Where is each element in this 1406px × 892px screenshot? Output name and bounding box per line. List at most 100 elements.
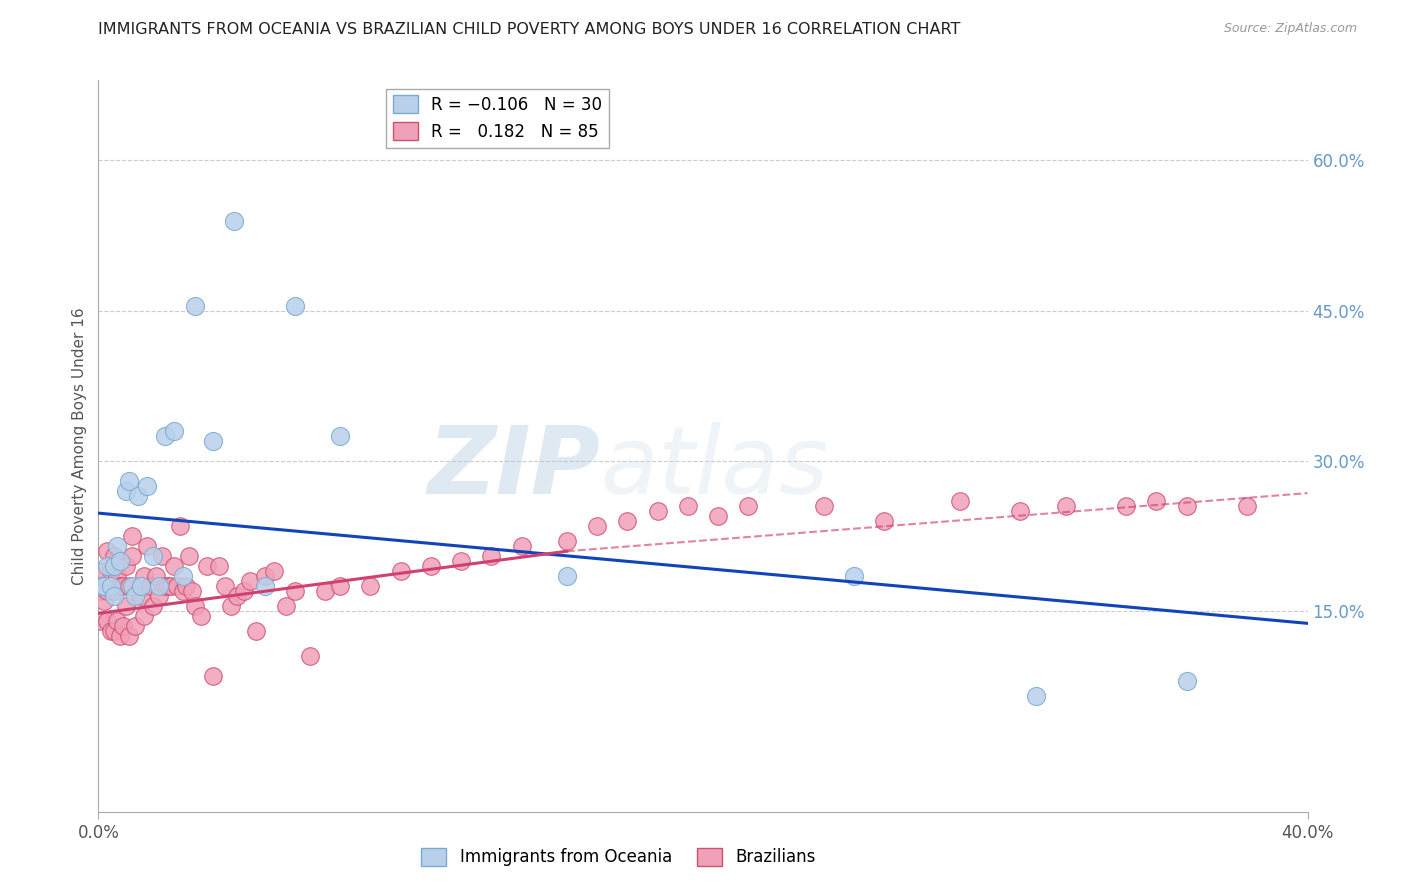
Point [100, 579, 122, 593]
Point [1010, 504, 1032, 518]
Point [172, 584, 194, 599]
Point [676, 499, 699, 513]
Point [124, 619, 146, 633]
Point [616, 514, 638, 528]
Point [329, 579, 352, 593]
Point [142, 599, 165, 614]
Point [844, 569, 866, 583]
Point [148, 579, 170, 593]
Point [127, 584, 149, 599]
Point [179, 549, 201, 564]
Point [111, 579, 134, 593]
Point [1024, 690, 1046, 704]
Point [221, 599, 243, 614]
Point [647, 504, 669, 518]
Point [114, 484, 136, 499]
Point [169, 519, 191, 533]
Point [360, 579, 382, 593]
Point [949, 494, 972, 508]
Point [481, 549, 503, 564]
Point [103, 589, 125, 603]
Point [172, 569, 194, 583]
Point [1144, 494, 1167, 508]
Legend: Immigrants from Oceania, Brazilians: Immigrants from Oceania, Brazilians [415, 841, 823, 873]
Point [263, 564, 285, 578]
Point [135, 479, 157, 493]
Y-axis label: Child Poverty Among Boys Under 16: Child Poverty Among Boys Under 16 [72, 307, 87, 585]
Point [329, 429, 352, 443]
Point [103, 549, 125, 564]
Point [127, 489, 149, 503]
Point [105, 569, 128, 583]
Point [121, 579, 143, 593]
Point [202, 669, 225, 683]
Point [166, 579, 188, 593]
Point [93, 579, 115, 593]
Point [121, 529, 143, 543]
Point [450, 554, 472, 568]
Point [190, 609, 212, 624]
Point [148, 589, 170, 603]
Point [299, 649, 322, 664]
Point [1175, 499, 1198, 513]
Point [103, 559, 125, 574]
Point [284, 584, 307, 599]
Point [142, 549, 165, 564]
Point [555, 534, 578, 549]
Point [118, 579, 141, 593]
Point [93, 564, 115, 578]
Point [707, 509, 730, 524]
Point [208, 559, 231, 574]
Point [181, 584, 204, 599]
Point [108, 554, 131, 568]
Point [214, 579, 236, 593]
Point [153, 429, 176, 443]
Point [124, 589, 146, 603]
Point [239, 574, 262, 589]
Point [1054, 499, 1077, 513]
Point [129, 589, 152, 603]
Point [174, 579, 197, 593]
Point [150, 549, 173, 564]
Point [108, 579, 131, 593]
Point [90, 584, 112, 599]
Text: atlas: atlas [600, 423, 828, 514]
Point [121, 549, 143, 564]
Text: ZIP: ZIP [427, 422, 600, 514]
Point [873, 514, 896, 528]
Point [163, 424, 186, 438]
Point [118, 474, 141, 488]
Point [111, 619, 134, 633]
Point [224, 213, 246, 227]
Point [100, 624, 122, 639]
Point [90, 615, 112, 629]
Point [153, 579, 176, 593]
Point [253, 579, 276, 593]
Point [274, 599, 297, 614]
Point [96, 544, 118, 558]
Point [118, 629, 141, 643]
Point [420, 559, 443, 574]
Point [103, 584, 125, 599]
Point [253, 569, 276, 583]
Point [284, 299, 307, 313]
Point [100, 564, 122, 578]
Point [103, 624, 125, 639]
Point [184, 299, 207, 313]
Point [555, 569, 578, 583]
Point [96, 559, 118, 574]
Text: Source: ZipAtlas.com: Source: ZipAtlas.com [1223, 22, 1357, 36]
Point [129, 579, 152, 593]
Point [139, 579, 162, 593]
Point [226, 589, 249, 603]
Point [232, 584, 254, 599]
Point [737, 499, 759, 513]
Text: IMMIGRANTS FROM OCEANIA VS BRAZILIAN CHILD POVERTY AMONG BOYS UNDER 16 CORRELATI: IMMIGRANTS FROM OCEANIA VS BRAZILIAN CHI… [98, 22, 960, 37]
Point [105, 615, 128, 629]
Point [132, 609, 155, 624]
Point [96, 584, 118, 599]
Point [90, 579, 112, 593]
Point [108, 629, 131, 643]
Point [184, 599, 207, 614]
Point [813, 499, 835, 513]
